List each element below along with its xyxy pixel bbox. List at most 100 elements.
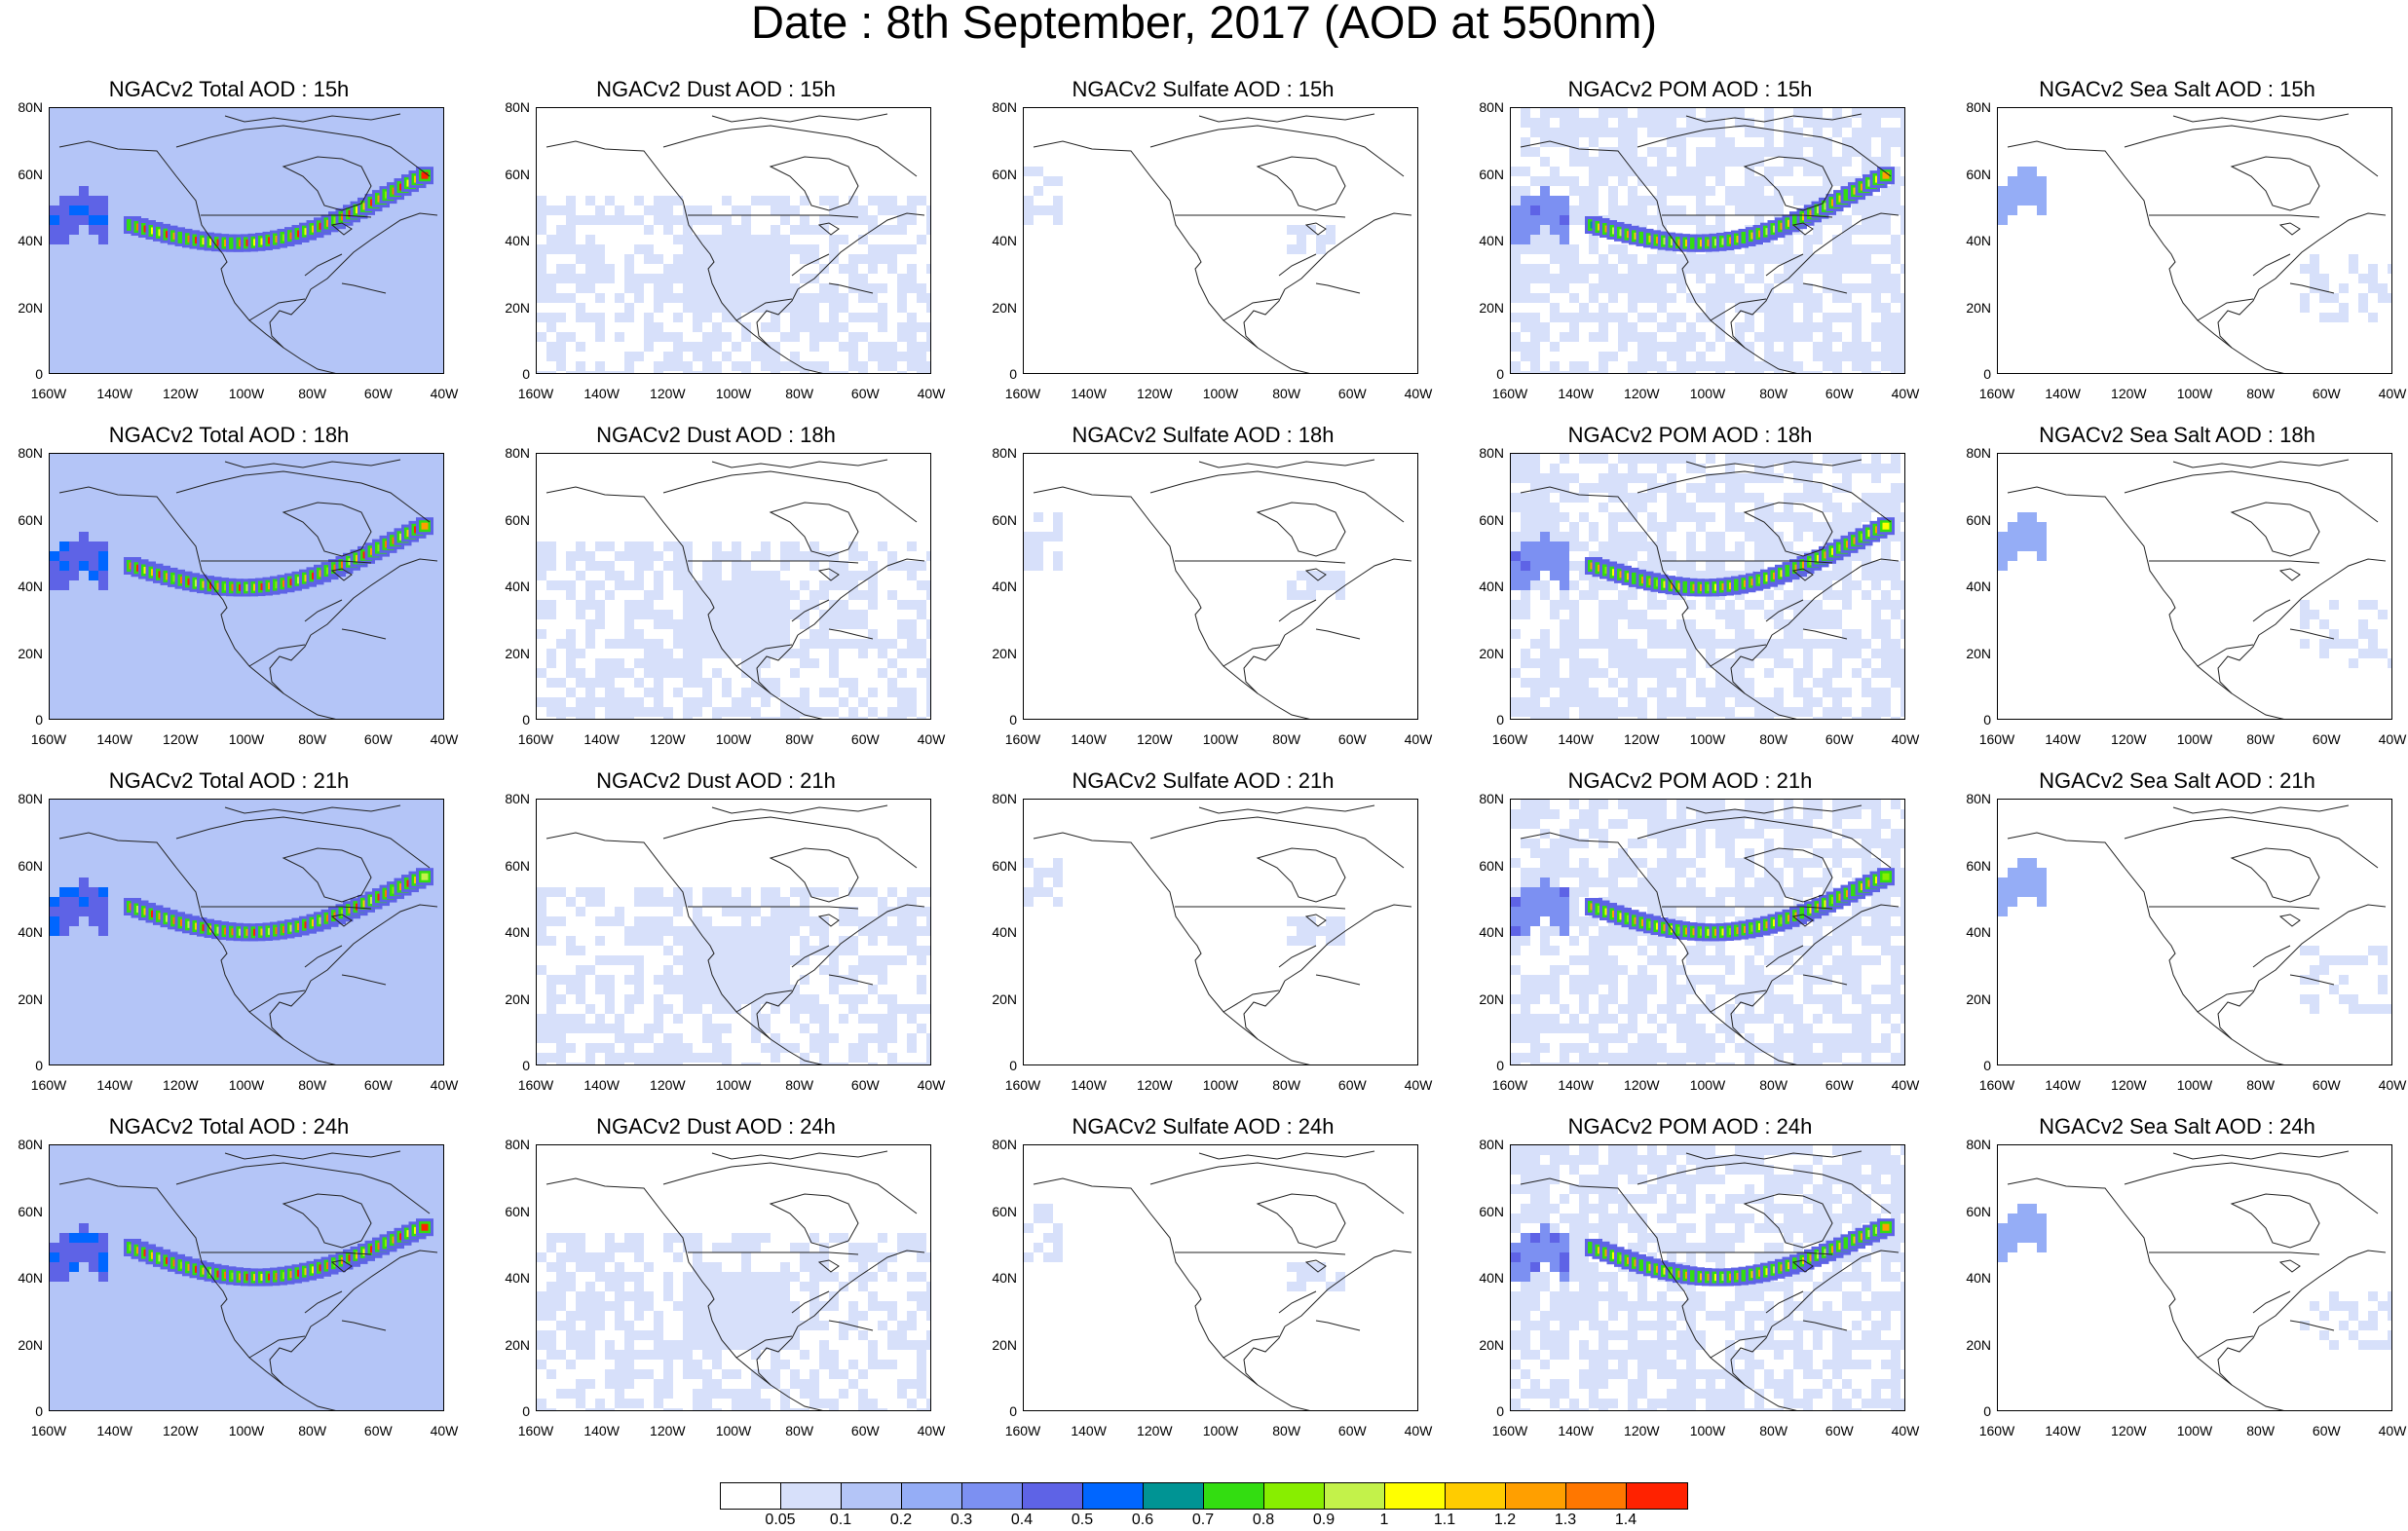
map-panel: NGACv2 POM AOD : 21h 80N 60N 40N 20N 0 160W 140… bbox=[1461, 769, 1919, 1110]
y-tick-label: 20N bbox=[18, 1336, 43, 1353]
x-tick-label: 100W bbox=[228, 731, 265, 747]
panel-title: NGACv2 Sea Salt AOD : 21h bbox=[2039, 768, 2315, 793]
x-tick-label: 60W bbox=[1337, 731, 1367, 747]
map-plot-area bbox=[1997, 453, 2392, 720]
x-tick-label: 80W bbox=[298, 1423, 327, 1438]
x-tick-label: 160W bbox=[1004, 1077, 1041, 1093]
map-svg bbox=[1511, 800, 1904, 1064]
aod-field bbox=[50, 454, 443, 719]
x-tick-label: 120W bbox=[163, 1077, 199, 1093]
x-tick-label: 60W bbox=[363, 1423, 393, 1438]
x-tick-label: 120W bbox=[650, 386, 686, 401]
x-tick-label: 40W bbox=[430, 1423, 459, 1438]
map-panel: NGACv2 Dust AOD : 24h 80N 60N 40N 20N 0 160W 14… bbox=[487, 1115, 945, 1456]
x-tick-label: 100W bbox=[1689, 731, 1726, 747]
y-tick-label: 0 bbox=[1496, 366, 1504, 382]
y-tick-label: 80N bbox=[505, 445, 530, 461]
x-tick-label: 140W bbox=[1071, 1423, 1107, 1438]
coastlines bbox=[546, 1150, 925, 1410]
panel-title: NGACv2 Dust AOD : 24h bbox=[596, 1114, 836, 1139]
y-tick-label: 0 bbox=[35, 1058, 43, 1073]
x-tick-label: 160W bbox=[30, 386, 67, 401]
y-tick-label: 40N bbox=[1966, 924, 1991, 940]
colorbar-swatch bbox=[1627, 1483, 1687, 1509]
map-svg bbox=[537, 804, 930, 1064]
x-tick-label: 120W bbox=[2111, 1077, 2147, 1093]
x-tick-label: 160W bbox=[1978, 386, 2015, 401]
x-tick-label: 40W bbox=[1891, 386, 1920, 401]
aod-field bbox=[1511, 454, 1904, 719]
y-tick-label: 0 bbox=[35, 712, 43, 728]
map-svg bbox=[50, 454, 443, 719]
y-tick-label: 60N bbox=[1966, 166, 1991, 182]
y-tick-label: 40N bbox=[1966, 1270, 1991, 1286]
x-tick-label: 160W bbox=[517, 1423, 554, 1438]
y-tick-label: 40N bbox=[1479, 579, 1504, 594]
colorbar-swatch bbox=[842, 1483, 902, 1509]
y-tick-label: 40N bbox=[18, 1270, 43, 1286]
panel-title: NGACv2 POM AOD : 21h bbox=[1567, 768, 1813, 793]
y-tick-label: 40N bbox=[1966, 579, 1991, 594]
y-tick-label: 20N bbox=[992, 645, 1017, 661]
y-tick-label: 60N bbox=[18, 511, 43, 528]
coastlines bbox=[546, 113, 925, 373]
x-tick-label: 80W bbox=[1272, 731, 1301, 747]
colorbar-label: 1.2 bbox=[1493, 1512, 1517, 1528]
x-tick-label: 60W bbox=[2312, 386, 2341, 401]
x-tick-label: 120W bbox=[1624, 386, 1660, 401]
x-tick-label: 40W bbox=[430, 1077, 459, 1093]
x-tick-label: 140W bbox=[583, 1077, 620, 1093]
x-tick-label: 160W bbox=[1004, 386, 1041, 401]
y-tick-label: 20N bbox=[1479, 1336, 1504, 1353]
x-tick-label: 60W bbox=[850, 386, 880, 401]
x-tick-label: 160W bbox=[30, 1423, 67, 1438]
x-tick-label: 80W bbox=[785, 386, 814, 401]
y-tick-label: 0 bbox=[522, 1058, 530, 1073]
x-tick-label: 40W bbox=[1404, 1423, 1433, 1438]
map-svg bbox=[50, 1145, 443, 1410]
x-tick-label: 140W bbox=[1558, 1077, 1594, 1093]
x-tick-label: 80W bbox=[298, 386, 327, 401]
y-tick-label: 40N bbox=[992, 924, 1017, 940]
coastlines bbox=[2007, 113, 2387, 373]
x-tick-label: 120W bbox=[163, 1423, 199, 1438]
x-tick-label: 100W bbox=[1202, 1423, 1239, 1438]
x-tick-label: 40W bbox=[430, 386, 459, 401]
x-tick-label: 100W bbox=[715, 1423, 752, 1438]
map-plot-area bbox=[536, 1144, 931, 1411]
map-svg bbox=[1998, 1150, 2391, 1410]
coastlines bbox=[1033, 459, 1412, 719]
aod-field bbox=[1511, 800, 1904, 1064]
y-tick-label: 80N bbox=[1966, 1137, 1991, 1152]
y-tick-label: 60N bbox=[505, 166, 530, 182]
colorbar-swatch bbox=[962, 1483, 1023, 1509]
y-tick-label: 40N bbox=[505, 1270, 530, 1286]
map-panel: NGACv2 Dust AOD : 18h 80N 60N 40N 20N 0 160W 14… bbox=[487, 424, 945, 765]
x-tick-label: 100W bbox=[715, 731, 752, 747]
x-tick-label: 80W bbox=[1272, 1423, 1301, 1438]
x-tick-label: 120W bbox=[2111, 731, 2147, 747]
colorbar-swatch bbox=[902, 1483, 962, 1509]
x-tick-label: 120W bbox=[163, 731, 199, 747]
x-tick-label: 160W bbox=[1978, 1077, 2015, 1093]
colorbar-swatch bbox=[781, 1483, 842, 1509]
y-tick-label: 60N bbox=[992, 511, 1017, 528]
map-svg bbox=[50, 800, 443, 1064]
y-tick-label: 20N bbox=[505, 1336, 530, 1353]
x-tick-label: 80W bbox=[1759, 1423, 1788, 1438]
colorbar-label: 1.4 bbox=[1614, 1512, 1637, 1528]
x-tick-label: 60W bbox=[1337, 1077, 1367, 1093]
y-tick-label: 0 bbox=[1496, 1403, 1504, 1419]
aod-field bbox=[537, 196, 930, 373]
map-svg bbox=[1024, 113, 1412, 373]
y-tick-label: 20N bbox=[1479, 990, 1504, 1007]
aod-field bbox=[1024, 1204, 1345, 1291]
x-tick-label: 40W bbox=[917, 1077, 946, 1093]
y-tick-label: 80N bbox=[1479, 99, 1504, 115]
coastlines bbox=[1033, 804, 1412, 1064]
y-tick-label: 0 bbox=[1983, 366, 1991, 382]
map-svg bbox=[537, 113, 930, 373]
x-tick-label: 60W bbox=[850, 1423, 880, 1438]
colorbar-swatch bbox=[1506, 1483, 1566, 1509]
x-tick-label: 140W bbox=[1558, 1423, 1594, 1438]
